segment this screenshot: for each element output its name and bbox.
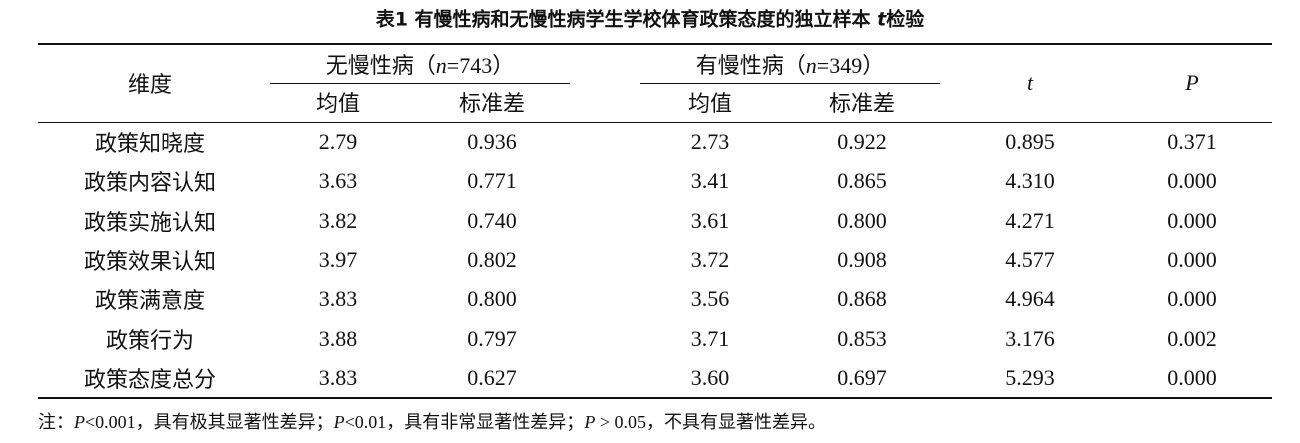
data-cell: 0.627: [467, 364, 517, 390]
data-cell: 2.79: [318, 129, 358, 154]
data-cell: 3.63: [318, 168, 358, 194]
header-rule: [38, 122, 1272, 123]
header-cell: 均值: [687, 91, 733, 116]
group-header-part: n: [805, 53, 817, 78]
note-part: P: [74, 412, 85, 432]
data-cell: 4.271: [1005, 207, 1055, 233]
data-cell: 5.293: [1005, 364, 1055, 390]
data-cell: 0.740: [467, 207, 517, 233]
title-part: t: [877, 8, 887, 31]
note-part: 注：: [38, 412, 74, 432]
bottom-rule: [38, 397, 1272, 399]
data-cell: 0.802: [467, 246, 517, 272]
data-cell: 0.853: [837, 325, 887, 351]
group-header-part: 有慢性病（: [695, 53, 806, 78]
data-cell: 3.71: [690, 325, 730, 351]
data-cell: 0.936: [467, 129, 517, 154]
data-cell: 0.000: [1167, 207, 1217, 233]
data-cell: 3.88: [318, 325, 358, 351]
data-cell: 0.908: [837, 246, 887, 272]
group-header-part: 无慢性病（: [325, 53, 436, 78]
header-cell: 标准差: [458, 91, 526, 116]
data-cell: 4.577: [1005, 246, 1055, 272]
data-cell: 0.865: [837, 168, 887, 194]
row-label: 政策行为: [105, 327, 195, 353]
data-cell: 0.000: [1167, 286, 1217, 312]
header-cell: 标准差: [828, 91, 896, 116]
data-cell: 2.73: [690, 129, 730, 154]
data-cell: 3.61: [690, 207, 730, 233]
header-cell: t: [1026, 70, 1034, 95]
row-label: 政策满意度: [94, 288, 206, 314]
data-cell: 3.176: [1005, 325, 1055, 351]
row-label: 政策效果认知: [83, 248, 217, 274]
top-rule: [38, 43, 1272, 45]
data-cell: 0.895: [1005, 129, 1055, 154]
group-header-part: n: [435, 53, 447, 78]
table-note: 注：P<0.001，具有极其显著性差异；P<0.01，具有非常显著性差异；P >…: [38, 408, 826, 434]
group-header: 无慢性病（n=743）: [326, 48, 514, 80]
data-cell: 3.97: [318, 246, 358, 272]
row-label: 政策知晓度: [94, 131, 206, 156]
data-cell: 0.002: [1167, 325, 1217, 351]
header-cell: 维度: [127, 72, 173, 97]
note-part: <0.01，具有非常显著性差异；: [344, 412, 585, 432]
row-label: 政策态度总分: [83, 366, 217, 392]
data-cell: 0.800: [837, 207, 887, 233]
data-cell: 3.82: [318, 207, 358, 233]
data-cell: 0.000: [1167, 246, 1217, 272]
note-part: > 0.05，不具有显著性差异。: [595, 412, 826, 432]
title-part: 检验: [886, 8, 925, 31]
data-cell: 0.797: [467, 325, 517, 351]
row-label: 政策内容认知: [83, 170, 217, 196]
header-cell: P: [1185, 70, 1199, 95]
data-cell: 3.83: [318, 286, 358, 312]
data-cell: 4.964: [1005, 286, 1055, 312]
header-cell: 均值: [315, 91, 361, 116]
note-part: P: [333, 412, 345, 432]
group-header-part: =349）: [816, 53, 885, 78]
data-cell: 0.000: [1167, 364, 1217, 390]
data-cell: 0.000: [1167, 168, 1217, 194]
data-cell: 4.310: [1005, 168, 1055, 194]
group-header: 有慢性病（n=349）: [696, 48, 884, 80]
table-title: 表1 有慢性病和无慢性病学生学校体育政策态度的独立样本 t检验: [376, 5, 925, 32]
note-part: P: [584, 412, 596, 432]
data-cell: 0.371: [1167, 129, 1217, 154]
data-cell: 3.72: [690, 246, 730, 272]
data-cell: 3.60: [690, 364, 730, 390]
row-label: 政策实施认知: [83, 209, 217, 235]
data-cell: 0.771: [467, 168, 517, 194]
group-rule: [270, 83, 570, 84]
data-cell: 0.800: [467, 286, 517, 312]
data-cell: 3.41: [690, 168, 730, 194]
data-cell: 0.868: [837, 286, 887, 312]
group-header-part: =743）: [446, 53, 515, 78]
group-rule: [640, 83, 940, 84]
data-cell: 0.922: [837, 129, 887, 154]
data-cell: 3.56: [690, 286, 730, 312]
title-part: 表1 有慢性病和无慢性病学生学校体育政策态度的独立样本: [375, 8, 878, 31]
data-cell: 3.83: [318, 364, 358, 390]
data-cell: 0.697: [837, 364, 887, 390]
note-part: <0.001，具有极其显著性差异；: [85, 412, 334, 432]
